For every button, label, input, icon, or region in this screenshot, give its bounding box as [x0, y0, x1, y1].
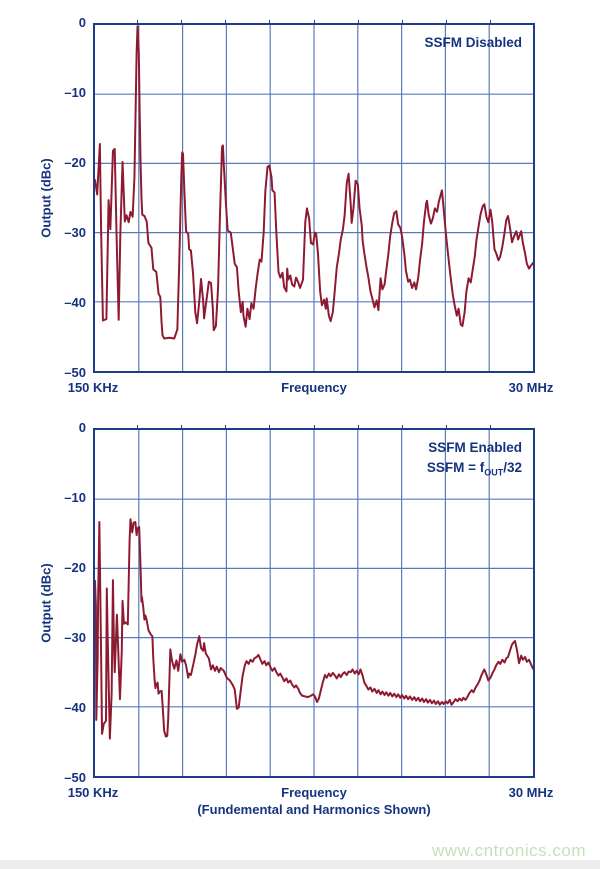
top-axis-tick — [136, 20, 138, 23]
formula-subscript: OUT — [484, 467, 504, 478]
x-axis-end-label: 30 MHz — [508, 380, 554, 395]
watermark: www.cntronics.com — [432, 841, 586, 860]
top-axis-tick — [490, 20, 492, 23]
spectrum-curve-ssfm-disabled — [95, 25, 533, 371]
annotation-line: SSFM Disabled — [424, 35, 522, 50]
plot-area-ssfm-disabled: SSFM Disabled — [93, 23, 535, 373]
y-tick-label: 0 — [78, 420, 86, 435]
y-tick-label: –50 — [64, 365, 86, 380]
top-axis-tick — [225, 20, 227, 23]
x-axis-start-label: 150 KHz — [67, 785, 119, 800]
y-tick-label: –10 — [64, 490, 86, 505]
top-axis-tick — [180, 20, 182, 23]
annotation-ssfm-disabled: SSFM Disabled — [424, 33, 522, 53]
annotation-line-formula: SSFM = fOUT/32 — [427, 458, 522, 480]
x-axis-title: Frequency — [281, 380, 347, 395]
y-tick-label: –20 — [64, 155, 86, 170]
top-axis-tick — [180, 425, 182, 428]
top-axis-tick — [136, 425, 138, 428]
x-axis-start-label: 150 KHz — [67, 380, 119, 395]
y-tick-label: –30 — [64, 225, 86, 240]
y-tick-label: –20 — [64, 560, 86, 575]
top-axis-tick — [225, 425, 227, 428]
top-axis-tick — [269, 425, 271, 428]
spectrum-curve-ssfm-enabled — [95, 430, 533, 776]
annotation-line: SSFM Enabled — [428, 440, 522, 455]
top-axis-tick — [269, 20, 271, 23]
y-tick-label: –10 — [64, 85, 86, 100]
top-axis-tick — [401, 20, 403, 23]
y-tick-label: –30 — [64, 630, 86, 645]
x-axis-caption: (Fundemental and Harmonics Shown) — [197, 802, 431, 817]
annotation-ssfm-enabled: SSFM Enabled SSFM = fOUT/32 — [427, 438, 522, 480]
top-axis-tick — [446, 425, 448, 428]
bottom-strip — [0, 860, 600, 869]
y-tick-label: –40 — [64, 700, 86, 715]
plot-area-ssfm-enabled: SSFM Enabled SSFM = fOUT/32 — [93, 428, 535, 778]
formula-post: /32 — [503, 460, 522, 476]
x-axis-end-label: 30 MHz — [508, 785, 554, 800]
y-tick-label: –50 — [64, 770, 86, 785]
top-axis-tick — [401, 425, 403, 428]
formula-pre: SSFM = f — [426, 460, 485, 476]
y-tick-label: 0 — [78, 15, 86, 30]
top-axis-tick — [357, 20, 359, 23]
top-axis-tick — [313, 425, 315, 428]
spectrum-trace — [95, 518, 533, 740]
top-axis-tick — [357, 425, 359, 428]
spectrum-trace — [95, 25, 533, 340]
top-axis-tick — [446, 20, 448, 23]
y-tick-label: –40 — [64, 295, 86, 310]
x-axis-title: Frequency — [281, 785, 347, 800]
top-axis-tick — [490, 425, 492, 428]
top-axis-tick — [313, 20, 315, 23]
